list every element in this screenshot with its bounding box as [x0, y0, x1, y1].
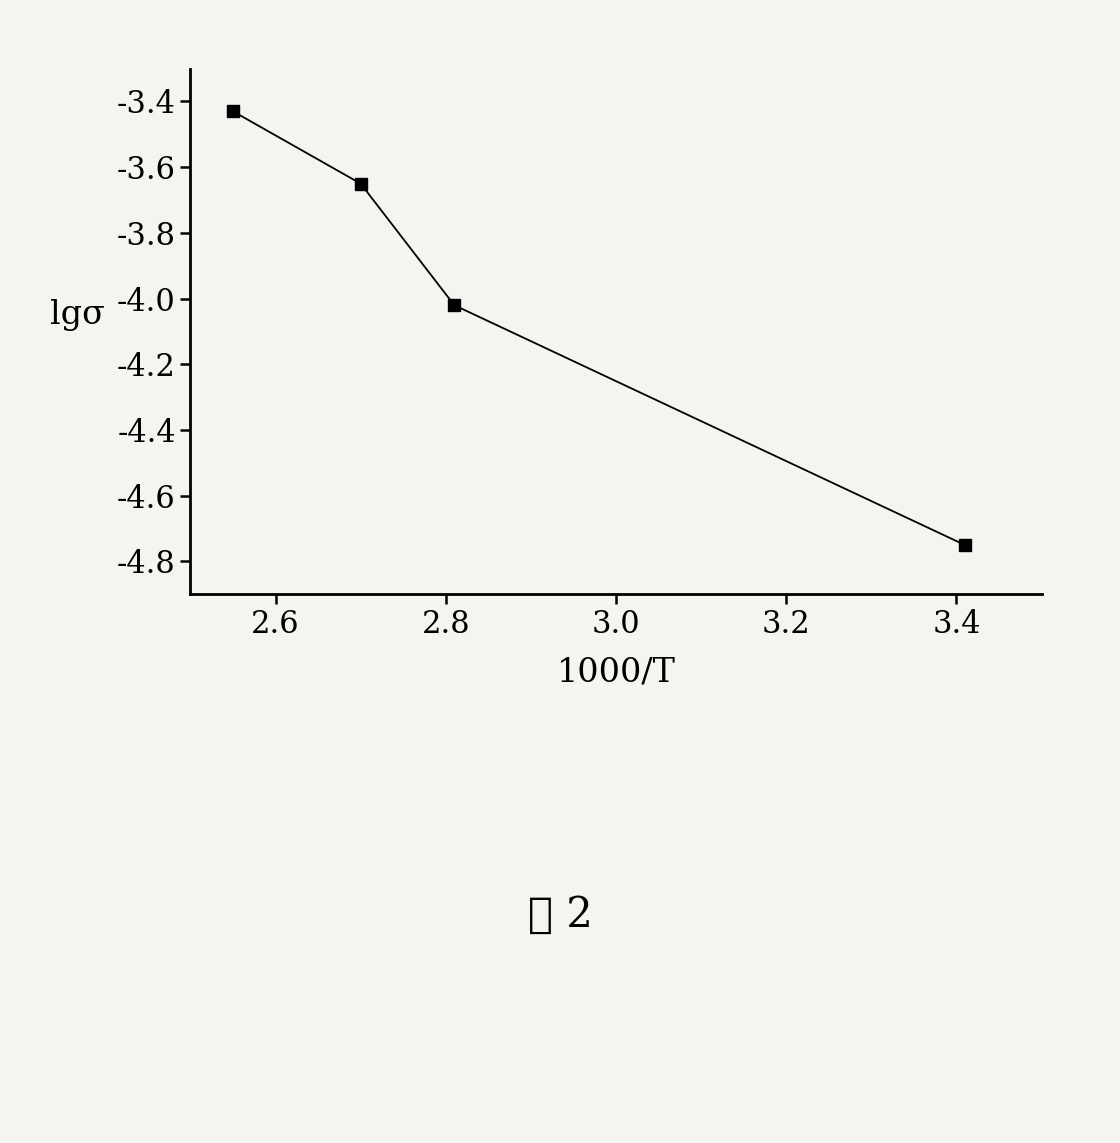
Text: 图 2: 图 2	[528, 894, 592, 935]
Y-axis label: lgσ: lgσ	[50, 299, 105, 331]
X-axis label: 1000/T: 1000/T	[557, 656, 675, 688]
